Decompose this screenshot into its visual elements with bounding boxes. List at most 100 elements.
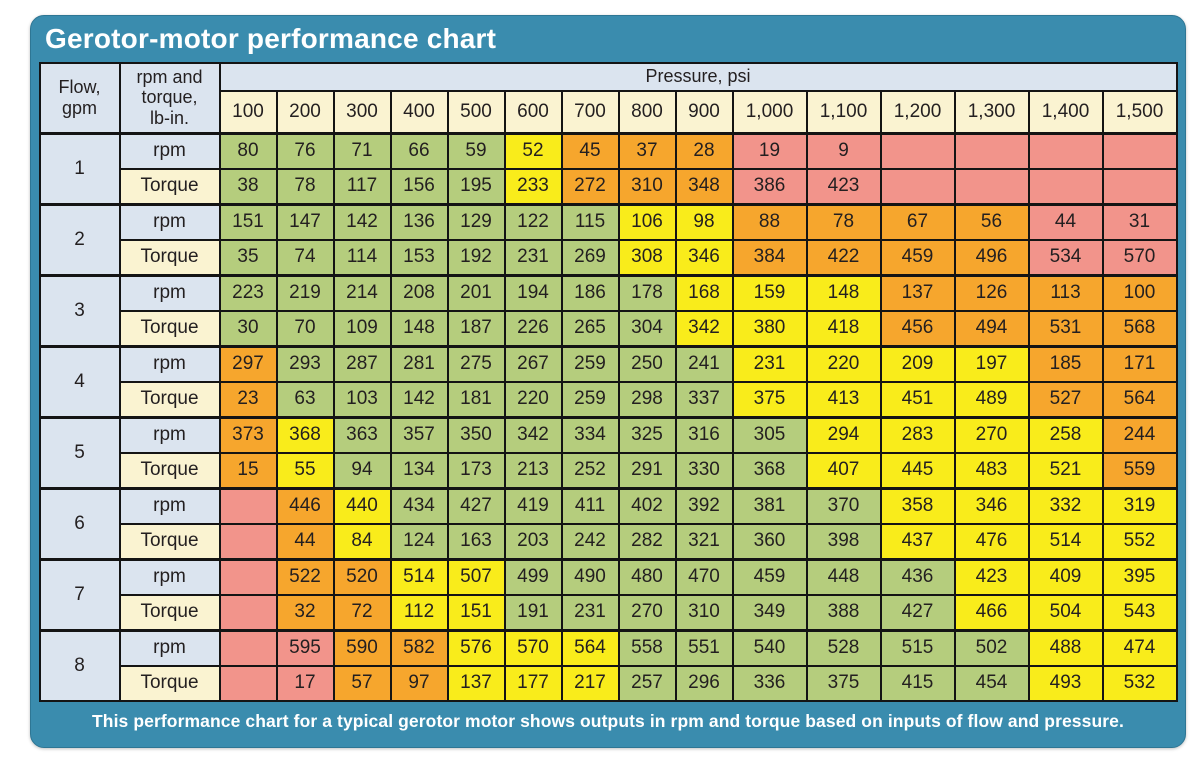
torque-value-cell: 570 bbox=[1101, 238, 1178, 277]
rpm-value-cell: 44 bbox=[1027, 202, 1104, 241]
torque-value-cell: 493 bbox=[1027, 664, 1104, 702]
rpm-value-cell: 357 bbox=[389, 415, 449, 454]
rpm-value-cell: 52 bbox=[503, 131, 563, 170]
pressure-header-cell: 800 bbox=[617, 89, 677, 135]
rpm-value-cell: 540 bbox=[731, 628, 808, 667]
torque-value-cell: 422 bbox=[805, 238, 882, 277]
rpm-value-cell: 259 bbox=[560, 344, 620, 383]
rpm-value-cell bbox=[953, 131, 1030, 170]
rpm-value-cell: 88 bbox=[731, 202, 808, 241]
pressure-header-cell: 1,100 bbox=[805, 89, 882, 135]
rpm-value-cell: 66 bbox=[389, 131, 449, 170]
rpm-value-cell: 148 bbox=[805, 273, 882, 312]
torque-value-cell bbox=[953, 167, 1030, 206]
flow-cell: 2 bbox=[38, 202, 121, 277]
rpm-value-cell: 381 bbox=[731, 486, 808, 525]
rpm-value-cell: 427 bbox=[446, 486, 506, 525]
rpm-value-cell: 241 bbox=[674, 344, 734, 383]
rpm-value-cell: 283 bbox=[879, 415, 956, 454]
rpm-value-cell: 147 bbox=[275, 202, 335, 241]
rpm-label-cell: rpm bbox=[118, 131, 221, 170]
rpm-value-cell: 520 bbox=[332, 557, 392, 596]
torque-value-cell bbox=[1101, 167, 1178, 206]
chart-panel: Gerotor-motor performance chart Flow, gp… bbox=[30, 15, 1186, 748]
torque-value-cell: 213 bbox=[503, 451, 563, 490]
torque-value-cell: 342 bbox=[674, 309, 734, 348]
torque-value-cell: 489 bbox=[953, 380, 1030, 419]
torque-value-cell: 23 bbox=[218, 380, 278, 419]
torque-value-cell: 375 bbox=[805, 664, 882, 702]
flow-cell: 7 bbox=[38, 557, 121, 632]
rpm-value-cell: 395 bbox=[1101, 557, 1178, 596]
torque-value-cell bbox=[218, 593, 278, 632]
rpm-value-cell: 499 bbox=[503, 557, 563, 596]
torque-value-cell: 527 bbox=[1027, 380, 1104, 419]
torque-value-cell: 413 bbox=[805, 380, 882, 419]
torque-value-cell: 173 bbox=[446, 451, 506, 490]
torque-value-cell: 310 bbox=[674, 593, 734, 632]
torque-value-cell: 337 bbox=[674, 380, 734, 419]
torque-value-cell: 30 bbox=[218, 309, 278, 348]
torque-value-cell: 348 bbox=[674, 167, 734, 206]
torque-value-cell: 103 bbox=[332, 380, 392, 419]
rpm-value-cell: 98 bbox=[674, 202, 734, 241]
torque-value-cell: 330 bbox=[674, 451, 734, 490]
torque-value-cell: 375 bbox=[731, 380, 808, 419]
torque-value-cell: 109 bbox=[332, 309, 392, 348]
torque-value-cell: 270 bbox=[617, 593, 677, 632]
torque-label-cell: Torque bbox=[118, 238, 221, 277]
flow-cell: 1 bbox=[38, 131, 121, 206]
torque-value-cell: 35 bbox=[218, 238, 278, 277]
torque-value-cell: 552 bbox=[1101, 522, 1178, 561]
rpm-value-cell: 305 bbox=[731, 415, 808, 454]
rpm-value-cell: 346 bbox=[953, 486, 1030, 525]
rpm-value-cell: 480 bbox=[617, 557, 677, 596]
torque-value-cell: 451 bbox=[879, 380, 956, 419]
torque-value-cell: 195 bbox=[446, 167, 506, 206]
torque-value-cell: 298 bbox=[617, 380, 677, 419]
torque-value-cell: 388 bbox=[805, 593, 882, 632]
rpm-value-cell: 208 bbox=[389, 273, 449, 312]
rpm-value-cell: 411 bbox=[560, 486, 620, 525]
torque-value-cell bbox=[1027, 167, 1104, 206]
torque-value-cell: 380 bbox=[731, 309, 808, 348]
torque-value-cell: 418 bbox=[805, 309, 882, 348]
rpm-value-cell: 115 bbox=[560, 202, 620, 241]
rpm-value-cell: 231 bbox=[731, 344, 808, 383]
rpm-value-cell: 56 bbox=[953, 202, 1030, 241]
rpm-value-cell: 319 bbox=[1101, 486, 1178, 525]
torque-value-cell: 231 bbox=[560, 593, 620, 632]
torque-value-cell: 272 bbox=[560, 167, 620, 206]
torque-value-cell: 192 bbox=[446, 238, 506, 277]
torque-value-cell: 321 bbox=[674, 522, 734, 561]
rpm-value-cell: 334 bbox=[560, 415, 620, 454]
pressure-header-cell: 700 bbox=[560, 89, 620, 135]
rpm-value-cell: 137 bbox=[879, 273, 956, 312]
rpm-label-cell: rpm bbox=[118, 415, 221, 454]
rpm-value-cell: 275 bbox=[446, 344, 506, 383]
rpm-value-cell: 514 bbox=[389, 557, 449, 596]
rpm-value-cell: 59 bbox=[446, 131, 506, 170]
flow-cell: 6 bbox=[38, 486, 121, 561]
torque-value-cell: 44 bbox=[275, 522, 335, 561]
torque-value-cell: 114 bbox=[332, 238, 392, 277]
rpm-value-cell: 392 bbox=[674, 486, 734, 525]
torque-label-cell: Torque bbox=[118, 309, 221, 348]
pressure-header-cell: 200 bbox=[275, 89, 335, 135]
rpm-value-cell bbox=[218, 628, 278, 667]
torque-value-cell: 531 bbox=[1027, 309, 1104, 348]
rpm-value-cell: 502 bbox=[953, 628, 1030, 667]
torque-value-cell: 304 bbox=[617, 309, 677, 348]
rpm-value-cell: 423 bbox=[953, 557, 1030, 596]
rpm-value-cell: 250 bbox=[617, 344, 677, 383]
torque-value-cell: 124 bbox=[389, 522, 449, 561]
rpm-label-cell: rpm bbox=[118, 486, 221, 525]
rpm-value-cell: 122 bbox=[503, 202, 563, 241]
torque-value-cell: 17 bbox=[275, 664, 335, 702]
torque-value-cell: 543 bbox=[1101, 593, 1178, 632]
rpm-value-cell: 287 bbox=[332, 344, 392, 383]
torque-label-cell: Torque bbox=[118, 380, 221, 419]
rpm-value-cell: 474 bbox=[1101, 628, 1178, 667]
rpm-value-cell: 78 bbox=[805, 202, 882, 241]
